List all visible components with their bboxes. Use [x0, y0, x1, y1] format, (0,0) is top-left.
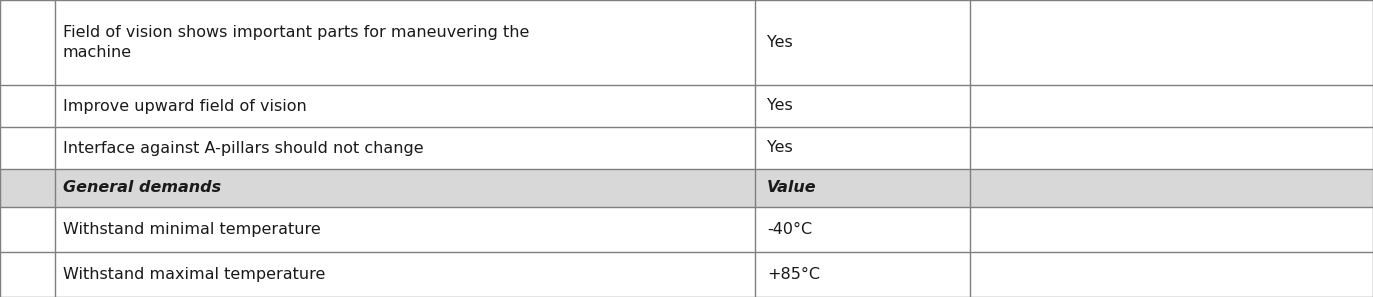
Bar: [55, 207, 1373, 252]
Text: Withstand minimal temperature: Withstand minimal temperature: [63, 222, 321, 237]
Text: Withstand maximal temperature: Withstand maximal temperature: [63, 267, 325, 282]
Bar: [0, 85, 55, 127]
Text: Improve upward field of vision: Improve upward field of vision: [63, 99, 306, 113]
Bar: [0, 169, 55, 207]
Text: General demands: General demands: [63, 181, 221, 195]
Text: Yes: Yes: [768, 140, 792, 156]
Bar: [55, 127, 1373, 169]
Bar: [0, 252, 55, 297]
Bar: [55, 169, 1373, 207]
Bar: [0, 0, 55, 85]
Bar: [0, 207, 55, 252]
Bar: [55, 0, 1373, 85]
Text: Yes: Yes: [768, 35, 792, 50]
Text: -40°C: -40°C: [768, 222, 811, 237]
Bar: [55, 85, 1373, 127]
Text: Value: Value: [768, 181, 817, 195]
Text: Field of vision shows important parts for maneuvering the
machine: Field of vision shows important parts fo…: [63, 25, 530, 60]
Text: Yes: Yes: [768, 99, 792, 113]
Text: +85°C: +85°C: [768, 267, 820, 282]
Bar: [55, 252, 1373, 297]
Bar: [0, 127, 55, 169]
Text: Interface against A-pillars should not change: Interface against A-pillars should not c…: [63, 140, 424, 156]
